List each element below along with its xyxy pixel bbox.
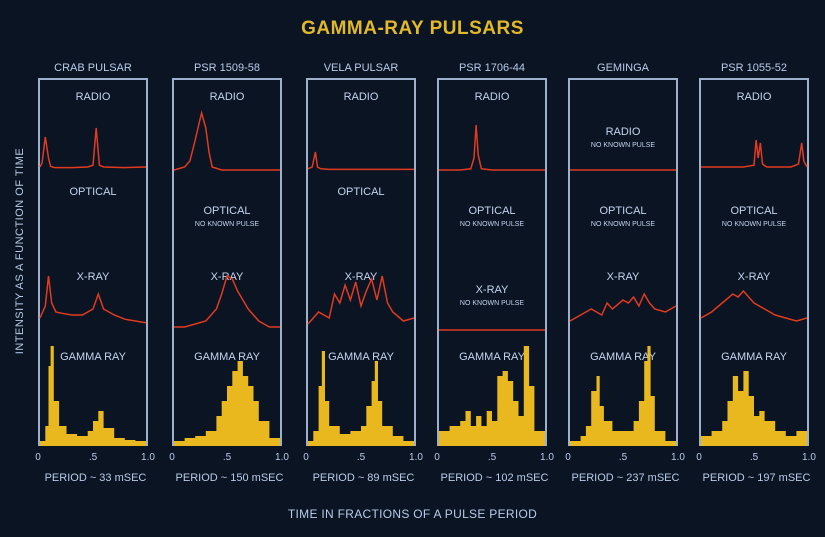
x-tick-label: 0 [303, 452, 309, 463]
xray-pulse-curve [569, 292, 677, 322]
x-tick-label: 0 [565, 452, 571, 463]
x-tick-label: 0 [169, 452, 175, 463]
x-tick-label: 1.0 [802, 452, 816, 463]
optical-band-label: OPTICAL [69, 186, 117, 198]
xray-band-label: X-RAY NO KNOWN PULSE [439, 285, 545, 309]
pulsar-panel: CRAB PULSAR 0 .5 1.0 PERIOD ~ 33 mSEC [35, 62, 178, 492]
xray-pulse-curve [307, 275, 415, 325]
pulsar-name: PSR 1509-58 [193, 62, 261, 74]
gamma-band-label: GAMMA RAY [60, 351, 126, 363]
x-tick-label: .5 [356, 452, 366, 463]
xray-pulse-curve [174, 274, 280, 328]
x-tick-labels: 0 .5 1.0 [169, 452, 292, 466]
period-label: PERIOD ~ 150 mSEC [175, 472, 284, 484]
gamma-ray-histogram [570, 346, 676, 446]
gamma-band-label: GAMMA RAY [459, 351, 525, 363]
x-tick-labels: 0 .5 1.0 [35, 452, 158, 466]
gamma-band-label: GAMMA RAY [590, 351, 656, 363]
period-label: PERIOD ~ 33 mSEC [44, 472, 147, 484]
x-tick-labels: 0 .5 1.0 [303, 452, 426, 466]
optical-band-label: OPTICAL [337, 186, 385, 198]
optical-band-label: OPTICAL NO KNOWN PULSE [174, 206, 280, 230]
radio-band-label: RADIO [736, 91, 772, 103]
radio-pulse-curve [439, 124, 545, 171]
pulsar-panel: PSR 1055-52 0 .5 1.0 PERIOD ~ 197 mSEC [696, 62, 825, 492]
no-known-pulse-note: NO KNOWN PULSE [721, 221, 787, 228]
pulsar-panel: PSR 1509-58 0 .5 1.0 PERIOD ~ 150 mSEC [169, 62, 312, 492]
period-label: PERIOD ~ 197 mSEC [702, 472, 811, 484]
pulsar-name: GEMINGA [597, 62, 649, 74]
x-tick-label: .5 [749, 452, 759, 463]
x-tick-label: .5 [618, 452, 628, 463]
radio-band-label: RADIO [343, 91, 379, 103]
period-label: PERIOD ~ 237 mSEC [571, 472, 680, 484]
optical-band-label: OPTICAL NO KNOWN PULSE [701, 206, 807, 230]
gamma-ray-histogram [439, 346, 545, 446]
xray-band-label: X-RAY [606, 271, 640, 283]
x-tick-label: 0 [35, 452, 41, 463]
no-known-pulse-note: NO KNOWN PULSE [459, 300, 525, 307]
period-label: PERIOD ~ 89 mSEC [312, 472, 415, 484]
x-tick-labels: 0 .5 1.0 [696, 452, 819, 466]
chart-title: GAMMA-RAY PULSARS [301, 18, 524, 39]
xray-pulse-curve [39, 275, 147, 324]
pulsar-name: VELA PULSAR [323, 62, 399, 74]
radio-band-label: RADIO [474, 91, 510, 103]
pulsar-name: PSR 1706-44 [458, 62, 526, 74]
optical-band-label: OPTICAL NO KNOWN PULSE [570, 206, 676, 230]
gamma-band-label: GAMMA RAY [194, 351, 260, 363]
xray-pulse-curve [700, 289, 808, 322]
radio-pulse-curve [173, 110, 280, 171]
gamma-band-label: GAMMA RAY [721, 351, 787, 363]
xray-band-label: X-RAY [76, 271, 110, 283]
optical-band-label: OPTICAL NO KNOWN PULSE [439, 206, 545, 230]
x-tick-label: 1.0 [275, 452, 289, 463]
x-tick-labels: 0 .5 1.0 [565, 452, 688, 466]
xray-band-label: X-RAY [737, 271, 771, 283]
no-known-pulse-note: NO KNOWN PULSE [194, 221, 260, 228]
x-axis-label: TIME IN FRACTIONS OF A PULSE PERIOD [287, 507, 538, 521]
period-label: PERIOD ~ 102 mSEC [440, 472, 549, 484]
radio-band-label: RADIO [209, 91, 245, 103]
x-tick-label: .5 [88, 452, 98, 463]
x-tick-label: 1.0 [671, 452, 685, 463]
pulsar-name: PSR 1055-52 [720, 62, 788, 74]
x-tick-label: 0 [434, 452, 440, 463]
pulsar-panel: VELA PULSAR 0 .5 1.0 PERIOD ~ 89 mSEC [303, 62, 446, 492]
gamma-ray-histogram [701, 371, 807, 446]
gamma-ray-histogram [174, 361, 280, 446]
x-tick-label: .5 [487, 452, 497, 463]
x-tick-label: 0 [696, 452, 702, 463]
radio-band-label: RADIO [75, 91, 111, 103]
xray-band-label: X-RAY [344, 271, 378, 283]
gamma-band-label: GAMMA RAY [328, 351, 394, 363]
x-tick-labels: 0 .5 1.0 [434, 452, 557, 466]
pulsar-name: CRAB PULSAR [54, 62, 132, 74]
radio-band-label: RADIO NO KNOWN PULSE [570, 127, 676, 151]
x-tick-label: .5 [222, 452, 232, 463]
gamma-ray-histogram [40, 346, 146, 446]
no-known-pulse-note: NO KNOWN PULSE [590, 142, 656, 149]
radio-pulse-curve [701, 139, 808, 168]
x-tick-label: 1.0 [409, 452, 423, 463]
radio-pulse-curve [39, 127, 147, 169]
x-tick-label: 1.0 [540, 452, 554, 463]
x-tick-label: 1.0 [141, 452, 155, 463]
gamma-ray-histogram [308, 351, 414, 446]
no-known-pulse-note: NO KNOWN PULSE [459, 221, 525, 228]
no-known-pulse-note: NO KNOWN PULSE [590, 221, 656, 228]
radio-pulse-curve [307, 151, 414, 171]
